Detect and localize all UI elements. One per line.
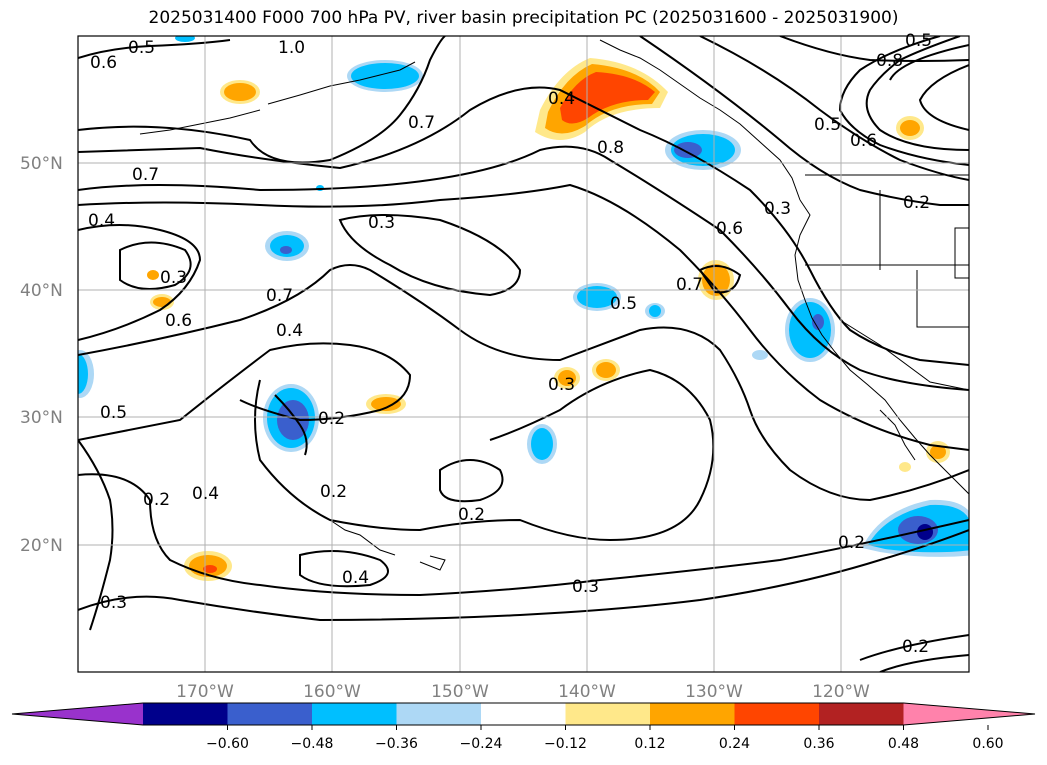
- colorbar-tick-label: 0.36: [803, 736, 834, 752]
- contour-label: 0.2: [903, 193, 930, 213]
- colorbar-tick-label: −0.60: [206, 736, 249, 752]
- contour-label: 0.6: [90, 53, 117, 73]
- contour-label: 0.3: [368, 213, 395, 233]
- contour-label: 0.7: [676, 275, 703, 295]
- contour-label: 0.2: [320, 482, 347, 502]
- map-title: 2025031400 F000 700 hPa PV, river basin …: [148, 8, 899, 28]
- colorbar-bin: [565, 703, 651, 725]
- latitude-labels: 50°N 40°N 30°N 20°N: [20, 154, 63, 556]
- contour-label: 0.4: [548, 89, 575, 109]
- colorbar-tick-label: −0.12: [544, 736, 587, 752]
- colorbar-bin: [143, 703, 228, 725]
- contour-label: 0.6: [850, 131, 877, 151]
- lon-label: 160°W: [303, 682, 361, 702]
- contour-label: 0.8: [597, 138, 624, 158]
- contour-label: 0.7: [408, 113, 435, 133]
- colorbar-extend-min: [12, 703, 143, 725]
- contour-label: 0.5: [814, 115, 841, 135]
- contour-label: 0.3: [548, 375, 575, 395]
- contour-label: 0.3: [572, 577, 599, 597]
- contour-label: 0.2: [838, 533, 865, 553]
- longitude-labels: 170°W 160°W 150°W 140°W 130°W 120°W: [176, 682, 870, 702]
- contour-label: 0.2: [902, 637, 929, 657]
- contour-label: 0.3: [764, 199, 791, 219]
- plot-border: [77, 35, 970, 673]
- lon-label: 130°W: [685, 682, 743, 702]
- lon-label: 120°W: [812, 682, 870, 702]
- contour-label: 0.7: [132, 165, 159, 185]
- contour-label: 0.5: [610, 294, 637, 314]
- contour-label: 0.4: [192, 484, 219, 504]
- colorbar-bin: [227, 703, 313, 725]
- colorbar-bin: [481, 703, 566, 725]
- colorbar-tick-label: 0.12: [634, 736, 665, 752]
- colorbar-tick-label: 0.24: [719, 736, 750, 752]
- contour-label: 0.7: [266, 286, 293, 306]
- contour-label: 0.5: [905, 31, 932, 51]
- contour-label: 0.4: [342, 568, 369, 588]
- contour-label: 0.5: [128, 38, 155, 58]
- contour-label: 0.2: [458, 505, 485, 525]
- colorbar-bin: [819, 703, 904, 725]
- contour-label: 0.8: [876, 51, 903, 71]
- colorbar-bin: [650, 703, 735, 725]
- contour-label: 0.6: [165, 311, 192, 331]
- lat-label: 50°N: [20, 154, 63, 174]
- colorbar-bin: [312, 703, 397, 725]
- colorbar-tick-label: −0.36: [375, 736, 418, 752]
- lat-label: 20°N: [20, 536, 63, 556]
- contour-label: 0.6: [716, 219, 743, 239]
- colorbar-tick-label: −0.48: [291, 736, 334, 752]
- colorbar-outline: [11, 702, 1036, 726]
- contour-label: 1.0: [278, 38, 305, 58]
- contour-labels: 0.5 1.0 0.6 0.7 0.4 0.3 0.7 0.6 0.4 0.5 …: [88, 31, 932, 657]
- pv-contours: [78, 36, 969, 672]
- lat-label: 30°N: [20, 408, 63, 428]
- contour-label: 0.2: [143, 490, 170, 510]
- contour-label: 0.2: [318, 409, 345, 429]
- contour-label: 0.4: [88, 211, 115, 231]
- lon-label: 150°W: [431, 682, 489, 702]
- contour-label: 0.5: [100, 403, 127, 423]
- colorbar-tick-label: −0.24: [460, 736, 503, 752]
- lon-label: 140°W: [558, 682, 616, 702]
- gridlines: [78, 36, 969, 672]
- contour-label: 0.3: [100, 593, 127, 613]
- precip-shading: [78, 36, 969, 581]
- lon-label: 170°W: [176, 682, 234, 702]
- colorbar-extend-max: [903, 703, 1035, 725]
- lat-label: 40°N: [20, 281, 63, 301]
- contour-label: 0.4: [276, 321, 303, 341]
- colorbar-bin: [396, 703, 482, 725]
- colorbar-tick-label: 0.60: [972, 736, 1003, 752]
- contour-label: 0.3: [160, 268, 187, 288]
- colorbar-bin: [734, 703, 820, 725]
- colorbar: −0.60 −0.48 −0.36 −0.24 −0.12 0.12 0.24 0.36 0.4…: [11, 702, 1036, 752]
- colorbar-tick-label: 0.48: [888, 736, 919, 752]
